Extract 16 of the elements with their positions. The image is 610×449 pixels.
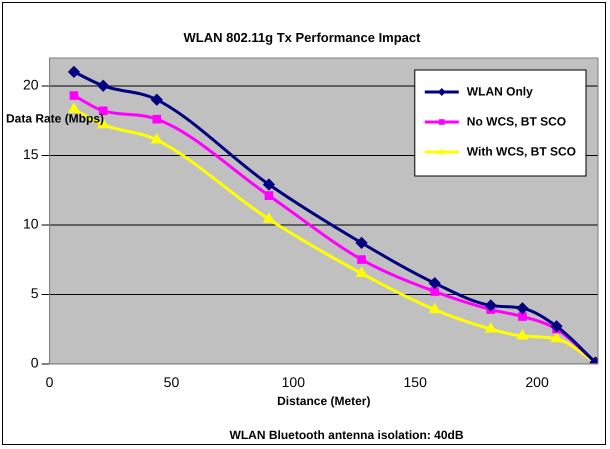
y-tick-label: 5 xyxy=(30,285,39,302)
legend-label: With WCS, BT SCO xyxy=(466,144,576,158)
text: WLAN Bluetooth antenna isolation: 40dB xyxy=(228,428,464,442)
x-axis-title: Distance (Meter) xyxy=(277,394,370,408)
legend-label: No WCS, BT SCO xyxy=(466,114,566,128)
y-tick-label: 15 xyxy=(22,146,39,162)
y-tick-label: 0 xyxy=(30,354,39,371)
x-tick-label: 100 xyxy=(282,374,306,390)
x-tick-label: 0 xyxy=(46,374,54,390)
legend-label: WLAN Only xyxy=(466,84,534,98)
x-tick-label: 150 xyxy=(404,374,428,390)
chart-title: WLAN 802.11g Tx Performance Impact xyxy=(182,30,422,45)
x-tick-label: 200 xyxy=(525,374,549,390)
y-tick-label: 20 xyxy=(22,76,39,93)
y-tick-label: 10 xyxy=(22,216,39,232)
x-tick-label: 50 xyxy=(164,374,180,390)
